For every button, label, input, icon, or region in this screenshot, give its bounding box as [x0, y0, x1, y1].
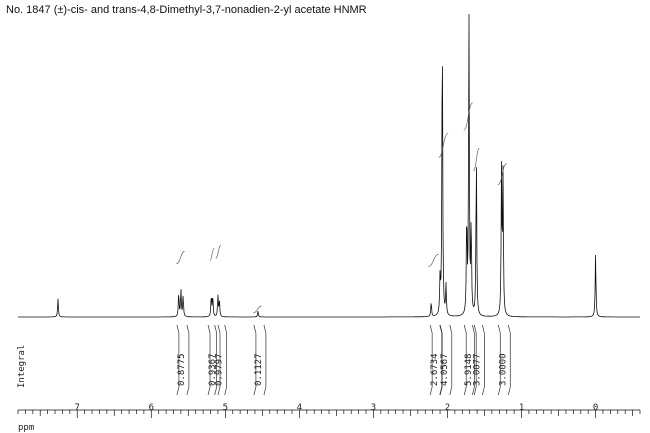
integral-bracket — [482, 324, 485, 396]
integral-bracket — [217, 324, 221, 396]
integral-bracket — [207, 324, 211, 396]
integral-value-label: 5.9148 — [464, 353, 474, 386]
ppm-tick-label: 1 — [519, 403, 524, 413]
integral-bracket — [224, 324, 228, 396]
integral-curve — [497, 163, 507, 185]
integral-bracket — [472, 324, 475, 396]
spectrum-line — [18, 13, 640, 318]
ppm-tick-label: 3 — [371, 403, 376, 413]
integral-value-label: 2.6734 — [430, 353, 440, 386]
integral-bracket — [253, 324, 257, 396]
integral-axis-label: Integral — [17, 345, 27, 388]
integral-bracket — [497, 324, 501, 396]
integral-curve — [176, 251, 185, 265]
integral-curve — [428, 254, 439, 267]
ppm-tick-label: 6 — [149, 403, 154, 413]
integral-value-label: 3.0077 — [472, 353, 482, 386]
integral-bracket — [473, 324, 477, 396]
integral-value-label: 0.8775 — [177, 353, 187, 386]
integral-curve — [438, 132, 449, 158]
integral-bracket — [429, 324, 433, 396]
ppm-tick-label: 0 — [593, 403, 598, 413]
integral-value-label: 3.0000 — [498, 353, 508, 386]
integral-bracket — [463, 324, 467, 396]
integral-curve — [215, 244, 222, 259]
integral-bracket — [186, 324, 190, 396]
integral-curve — [463, 102, 473, 131]
integral-curve — [473, 148, 480, 172]
integral-value-label: 0.9367 — [208, 353, 218, 386]
ppm-tick-label: 4 — [297, 403, 302, 413]
integral-bracket — [439, 324, 443, 396]
integral-value-label: 0.9797 — [215, 353, 225, 386]
integral-bracket — [263, 324, 267, 396]
integral-value-label: 0.1127 — [254, 353, 264, 386]
chart-title: No. 1847 (±)-cis- and trans-4,8-Dimethyl… — [6, 4, 367, 16]
integral-bracket — [439, 324, 443, 396]
integral-bracket — [507, 324, 511, 396]
ppm-axis-label: ppm — [18, 423, 34, 433]
integral-bracket — [176, 324, 180, 396]
integral-bracket — [449, 324, 453, 396]
integral-value-label: 4.0567 — [440, 353, 450, 386]
integral-curve — [253, 305, 262, 314]
integral-bracket — [214, 324, 218, 396]
ppm-tick-label: 7 — [75, 403, 80, 413]
ppm-tick-label: 2 — [445, 403, 450, 413]
ppm-tick-label: 5 — [223, 403, 228, 413]
integral-curve — [209, 247, 215, 262]
